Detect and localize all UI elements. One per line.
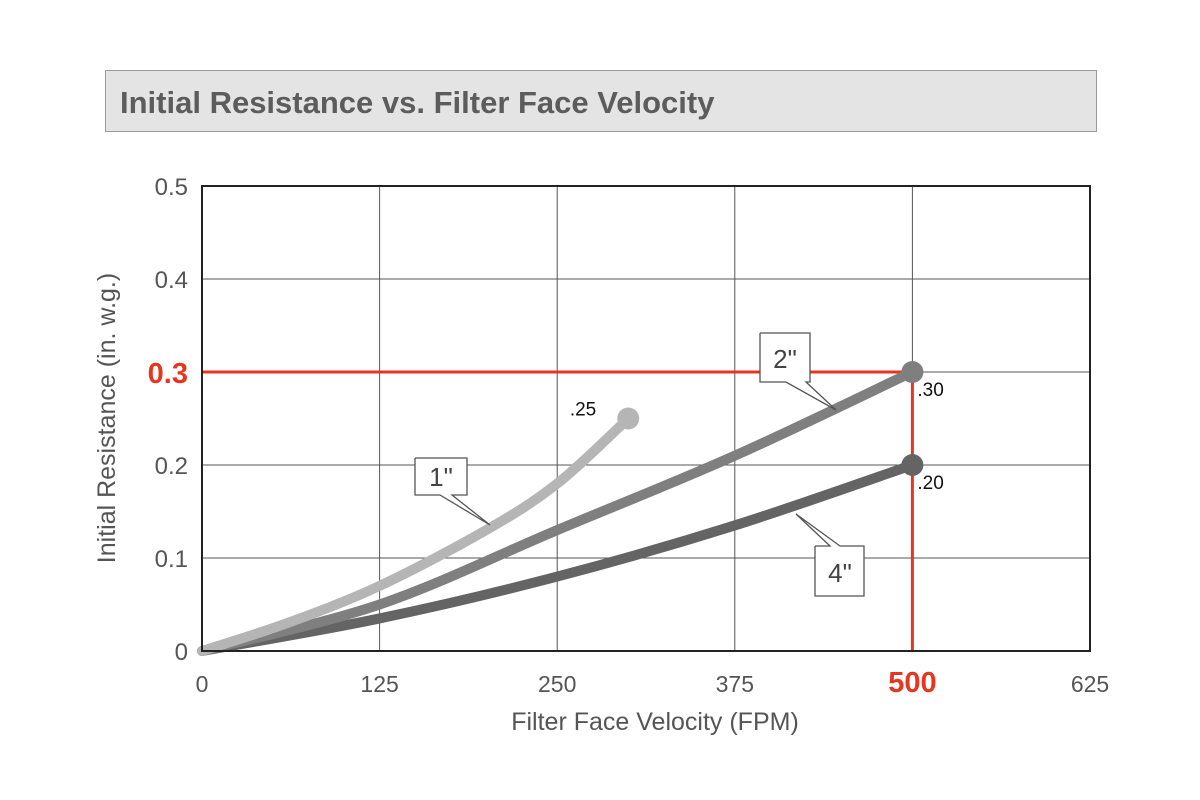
x-tick-label: 625 xyxy=(1071,671,1109,697)
series-endpoint-1 xyxy=(901,361,924,383)
x-tick-label: 250 xyxy=(538,671,576,697)
chart-title-box: Initial Resistance vs. Filter Face Veloc… xyxy=(105,70,1097,132)
callout-2in: 2" xyxy=(759,332,837,411)
x-tick-label: 125 xyxy=(360,671,398,697)
x-axis-label: Filter Face Velocity (FPM) xyxy=(511,708,799,736)
x-tick-label: 0 xyxy=(196,671,209,697)
series-line-2 xyxy=(197,460,918,656)
x-tick-label: 375 xyxy=(716,671,754,697)
series-line-0 xyxy=(197,413,634,656)
series-endpoint-2 xyxy=(901,454,924,476)
tick-labels: 0 125 250 375 500 625 0 0.1 0.2 0.3 0.4 0.5 xyxy=(148,174,1110,699)
endpoint-value-label: .20 xyxy=(917,473,943,494)
y-tick-label: 0.1 xyxy=(155,546,188,573)
callout-label-1in: 1" xyxy=(429,462,453,492)
plot-frame xyxy=(201,185,1091,652)
endpoint-value-label: .25 xyxy=(570,400,596,421)
y-tick-label: 0.5 xyxy=(155,174,188,201)
callouts: 1" 2" 4" xyxy=(414,332,865,597)
callout-label-2in: 2" xyxy=(773,344,797,374)
series-line-1 xyxy=(197,367,918,656)
y-tick-label: 0.4 xyxy=(155,267,188,294)
grid xyxy=(201,185,1091,652)
callout-label-4in: 4" xyxy=(828,558,852,588)
callout-4in: 4" xyxy=(795,513,865,597)
series-lines: .20 .30 .25 xyxy=(197,361,944,656)
y-tick-label: 0.2 xyxy=(155,453,188,480)
reference-label-x: 500 xyxy=(888,667,936,699)
y-tick-label: 0 xyxy=(175,639,188,666)
endpoint-value-label: .30 xyxy=(917,380,943,401)
y-axis-label: Initial Resistance (in. w.g.) xyxy=(93,273,121,563)
reference-label-y: 0.3 xyxy=(148,358,188,390)
chart-title: Initial Resistance vs. Filter Face Veloc… xyxy=(120,85,715,120)
callout-1in: 1" xyxy=(414,457,491,526)
series-endpoint-0 xyxy=(617,407,640,430)
